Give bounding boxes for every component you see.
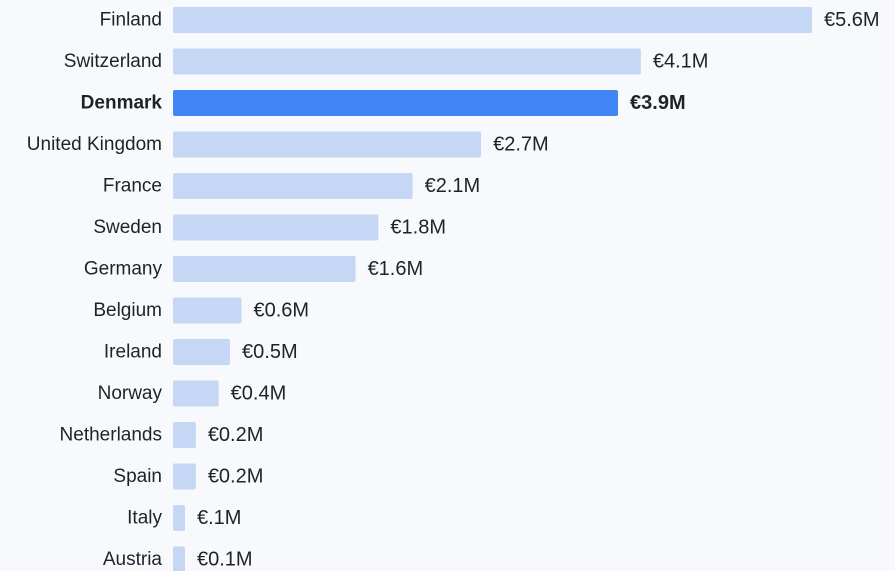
bar-austria bbox=[173, 546, 185, 571]
category-label-spain: Spain bbox=[113, 466, 162, 487]
value-label-belgium: €0.6M bbox=[253, 300, 309, 322]
bar-switzerland bbox=[173, 48, 641, 75]
bar-france bbox=[173, 173, 413, 199]
category-label-ireland: Ireland bbox=[104, 342, 162, 363]
bar-belgium bbox=[173, 297, 242, 324]
bars-group bbox=[173, 7, 812, 571]
category-label-netherlands: Netherlands bbox=[60, 425, 162, 446]
bar-germany bbox=[173, 256, 356, 282]
value-label-germany: €1.6M bbox=[368, 258, 424, 280]
category-label-italy: Italy bbox=[127, 508, 162, 529]
category-labels-group: Finland Switzerland Denmark United Kingdom F… bbox=[27, 10, 163, 571]
bar-italy bbox=[173, 505, 185, 531]
value-label-sweden: €1.8M bbox=[390, 217, 446, 239]
bar-ireland bbox=[173, 339, 231, 365]
bar-denmark bbox=[173, 90, 619, 116]
category-label-finland: Finland bbox=[100, 10, 162, 31]
bar-netherlands bbox=[173, 422, 196, 448]
category-label-switzerland: Switzerland bbox=[64, 51, 162, 72]
bar-finland bbox=[173, 7, 812, 33]
category-label-norway: Norway bbox=[98, 383, 163, 404]
value-label-italy: €.1M bbox=[197, 507, 241, 529]
value-label-spain: €0.2M bbox=[208, 466, 264, 488]
category-label-united-kingdom: United Kingdom bbox=[27, 134, 162, 155]
category-label-sweden: Sweden bbox=[93, 217, 162, 238]
value-label-switzerland: €4.1M bbox=[653, 51, 709, 73]
category-label-france: France bbox=[103, 176, 162, 197]
value-labels-group: €5.6M €4.1M €3.9M €2.7M €2.1M €1.8M €1.6M €0.6M… bbox=[197, 9, 880, 571]
category-label-denmark: Denmark bbox=[81, 93, 163, 114]
value-label-denmark: €3.9M bbox=[630, 92, 686, 114]
bar-sweden bbox=[173, 214, 379, 241]
value-label-finland: €5.6M bbox=[824, 9, 880, 31]
bar-united-kingdom bbox=[173, 131, 482, 158]
value-label-austria: €0.1M bbox=[197, 549, 253, 571]
category-label-austria: Austria bbox=[103, 549, 163, 570]
category-label-belgium: Belgium bbox=[93, 300, 162, 321]
bar-spain bbox=[173, 463, 196, 490]
value-label-netherlands: €0.2M bbox=[208, 424, 264, 446]
bar-norway bbox=[173, 380, 219, 407]
value-label-united-kingdom: €2.7M bbox=[493, 134, 549, 156]
value-label-norway: €0.4M bbox=[231, 383, 287, 405]
value-label-ireland: €0.5M bbox=[242, 341, 298, 363]
category-label-germany: Germany bbox=[84, 259, 163, 280]
value-label-france: €2.1M bbox=[425, 175, 481, 197]
